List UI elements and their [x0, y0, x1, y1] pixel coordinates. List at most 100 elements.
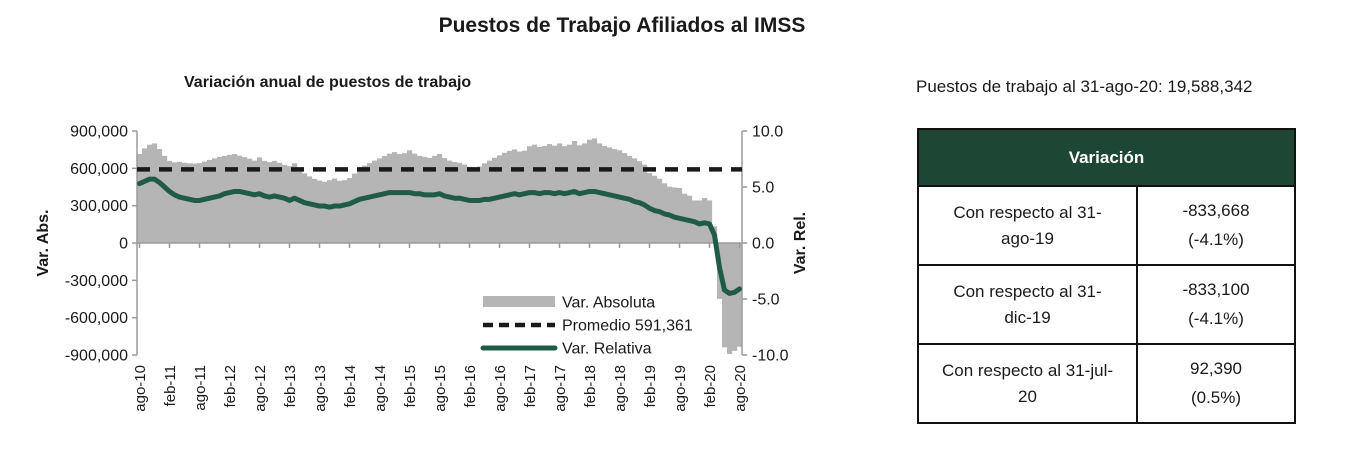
- bar: [147, 144, 153, 243]
- x-tick-label: feb-15: [402, 365, 419, 408]
- value-absolute: -833,100: [1182, 280, 1250, 299]
- bar: [452, 161, 458, 243]
- bar: [362, 165, 368, 243]
- bar: [282, 164, 288, 243]
- legend-label: Promedio 591,361: [562, 318, 693, 335]
- y-axis-left-label: 300,000: [70, 198, 128, 215]
- label-line: Con respecto al 31-jul-: [941, 361, 1114, 380]
- x-tick-label: ago-18: [612, 365, 629, 412]
- y-axis-left: 900,000 600,000 300,000 0 -300,000 -600,000 -9…: [35, 124, 138, 365]
- y-axis-left-title: Var. Abs.: [35, 210, 52, 277]
- x-tick-label: ago-14: [372, 365, 389, 412]
- x-tick-label: ago-19: [672, 365, 689, 412]
- bar: [242, 157, 248, 243]
- bar: [302, 173, 308, 243]
- bar: [142, 148, 148, 243]
- value-percent: (-4.1%): [1188, 309, 1244, 328]
- legend-label: Var. Absoluta: [562, 295, 655, 312]
- table-row-value: 92,390 (0.5%): [1138, 345, 1294, 422]
- y-axis-right-label: 5.0: [752, 180, 774, 197]
- x-tick-label: feb-20: [702, 365, 719, 408]
- variation-chart-svg: 900,000 600,000 300,000 0 -300,000 -600,000 -9…: [35, 124, 809, 412]
- y-axis-right: 10.0 5.0 0.0 -5.0 -10.0 Var. Rel.: [741, 124, 809, 365]
- value-absolute: 92,390: [1190, 359, 1242, 378]
- bar: [157, 149, 163, 243]
- bar: [357, 168, 363, 243]
- x-tick-label: ago-16: [492, 365, 509, 412]
- bar: [522, 150, 528, 243]
- label-line: Con respecto al 31-: [953, 203, 1102, 222]
- bar: [732, 243, 738, 351]
- y-axis-right-title: Var. Rel.: [792, 212, 809, 274]
- bar: [167, 160, 173, 243]
- bar: [437, 154, 443, 243]
- bar: [272, 160, 278, 243]
- bar: [442, 158, 448, 243]
- label-line: Con respecto al 31-: [953, 282, 1102, 301]
- bar: [267, 162, 273, 243]
- bar: [292, 163, 298, 243]
- y-axis-right-label: 0.0: [752, 236, 774, 253]
- bar: [332, 178, 338, 243]
- chart-subtitle: Variación anual de puestos de trabajo: [184, 74, 472, 91]
- bar: [237, 155, 243, 243]
- bar: [462, 164, 468, 243]
- bar: [727, 243, 733, 354]
- table-row-value: -833,668 (-4.1%): [1138, 187, 1294, 264]
- x-tick-label: ago-15: [432, 365, 449, 412]
- y-axis-left-label: 0: [119, 236, 128, 253]
- value-percent: (0.5%): [1190, 388, 1242, 407]
- bar: [287, 166, 293, 243]
- variation-chart: 900,000 600,000 300,000 0 -300,000 -600,000 -9…: [10, 100, 860, 455]
- bar: [322, 181, 328, 243]
- label-line: dic-19: [1004, 307, 1051, 327]
- bar: [172, 162, 178, 243]
- y-axis-right-label: -10.0: [752, 348, 789, 365]
- bar: [177, 161, 183, 243]
- y-axis-right-label: -5.0: [752, 292, 780, 309]
- bar: [347, 178, 353, 243]
- bar: [222, 155, 228, 243]
- bar: [162, 155, 168, 243]
- bar: [372, 160, 378, 243]
- x-tick-label: ago-11: [192, 365, 209, 411]
- bar: [397, 154, 403, 243]
- x-tick-label: ago-12: [252, 365, 269, 412]
- bar: [262, 160, 268, 243]
- value-percent: (-4.1%): [1188, 230, 1244, 249]
- bar: [187, 163, 193, 243]
- x-tick-label: ago-10: [132, 365, 149, 412]
- table-header: Variación: [919, 130, 1294, 185]
- bar: [207, 159, 213, 243]
- bar: [407, 150, 413, 243]
- x-tick-label: feb-14: [342, 365, 359, 408]
- table-row-label: Con respecto al 31- dic-19: [919, 266, 1138, 343]
- x-tick-label: feb-18: [582, 365, 599, 408]
- x-tick-label: ago-13: [312, 365, 329, 412]
- bar: [472, 168, 478, 243]
- bar: [192, 163, 198, 243]
- bar: [422, 156, 428, 243]
- legend: Var. Absoluta Promedio 591,361 Var. Relati…: [480, 295, 693, 358]
- bar: [477, 166, 483, 243]
- table-row: Con respecto al 31- ago-19 -833,668 (-4.…: [919, 185, 1294, 264]
- bar: [257, 157, 263, 243]
- y-axis-left-label: 600,000: [70, 161, 128, 178]
- bar: [297, 168, 303, 243]
- bar: [202, 161, 208, 243]
- value-absolute: -833,668: [1182, 201, 1250, 220]
- bar: [402, 153, 408, 243]
- bar: [152, 143, 158, 243]
- table-row-label: Con respecto al 31- ago-19: [919, 187, 1138, 264]
- bar: [212, 158, 218, 243]
- x-tick-label: ago-17: [552, 365, 569, 412]
- y-axis-left-label: -600,000: [65, 310, 128, 327]
- x-tick-label: feb-13: [282, 365, 299, 408]
- summary-text: Puestos de trabajo al 31-ago-20: 19,588,…: [916, 77, 1253, 96]
- y-axis-left-label: 900,000: [70, 124, 128, 141]
- y-axis-left-label: -900,000: [65, 348, 128, 365]
- bar: [307, 176, 313, 243]
- bar: [337, 180, 343, 243]
- bar: [412, 153, 418, 243]
